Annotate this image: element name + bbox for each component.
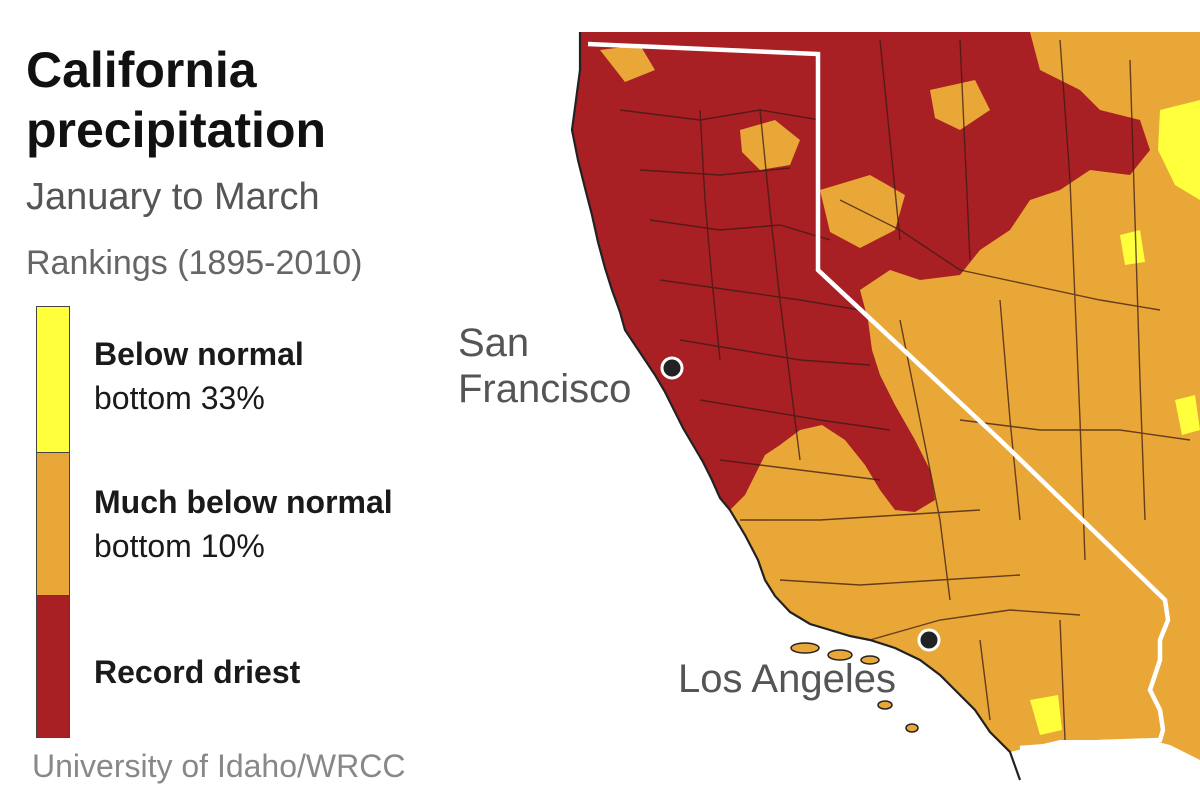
rankings-note: Rankings (1895-2010) <box>26 244 363 282</box>
patch-orange-1 <box>740 120 800 170</box>
patch-yellow-1 <box>1158 100 1200 200</box>
land-record-driest <box>572 32 1150 512</box>
state-border <box>587 41 1171 751</box>
patch-orange-4 <box>600 45 655 82</box>
legend-label: Much below normal <box>94 484 393 520</box>
date-range-subtitle: January to March <box>26 176 320 218</box>
city-label-los-angeles: Los Angeles <box>678 656 896 702</box>
page-title: California precipitation <box>26 42 327 158</box>
legend-swatch-record-driest <box>36 595 70 738</box>
legend-label: Below normal <box>94 336 304 372</box>
legend-detail: bottom 10% <box>94 528 265 564</box>
channel-islands <box>790 642 919 733</box>
legend-item-below-normal: Below normal bottom 33% <box>94 332 304 420</box>
legend-swatch-below-normal <box>36 306 70 454</box>
patch-orange-3 <box>930 80 990 130</box>
legend-item-much-below-normal: Much below normal bottom 10% <box>94 480 393 568</box>
patch-yellow-4 <box>1175 395 1200 435</box>
city-label-line: Los Angeles <box>678 657 896 701</box>
city-label-line: Francisco <box>458 367 632 411</box>
source-credit: University of Idaho/WRCC <box>32 748 406 784</box>
legend-swatch-much-below-normal <box>36 452 70 597</box>
los-angeles-dot <box>917 628 941 652</box>
legend-detail: bottom 33% <box>94 380 265 416</box>
legend-label: Record driest <box>94 654 301 690</box>
patch-yellow-3 <box>1120 230 1145 265</box>
coastline <box>570 32 1022 781</box>
legend-item-record-driest: Record driest <box>94 650 300 694</box>
city-label-san-francisco: San Francisco <box>458 320 631 412</box>
county-lines <box>619 39 1191 741</box>
patch-yellow-2 <box>1030 695 1062 735</box>
city-label-line: San <box>458 321 530 365</box>
san-francisco-dot <box>660 356 684 380</box>
